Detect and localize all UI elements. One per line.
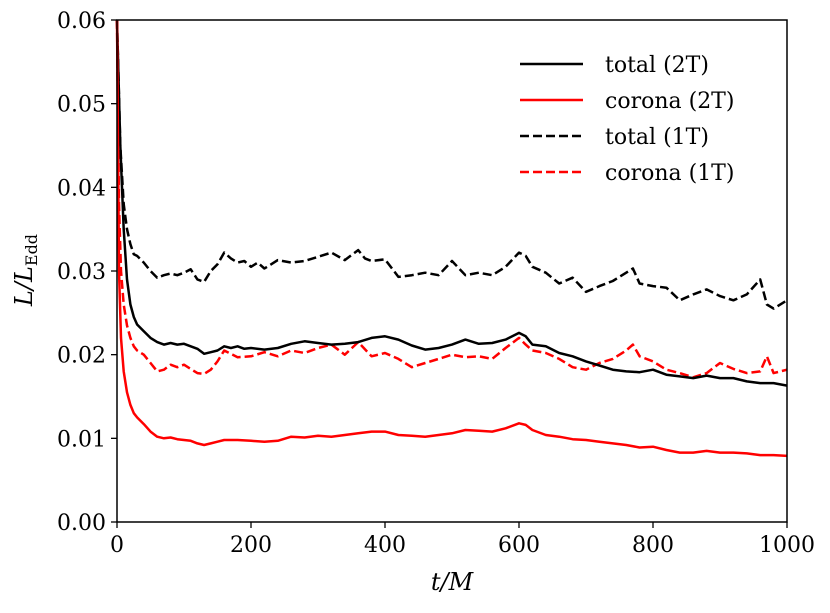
y-tick-label: 0.03 bbox=[57, 260, 106, 285]
legend: total (2T) corona (2T) total (1T) corona (1… bbox=[520, 53, 734, 186]
x-tick-label: 600 bbox=[498, 533, 540, 558]
legend-label: total (2T) bbox=[605, 53, 709, 78]
series-line-corona-1t bbox=[115, 19, 788, 379]
legend-label: corona (2T) bbox=[605, 89, 734, 114]
series-lines bbox=[115, 19, 788, 458]
y-tick-label: 0.00 bbox=[57, 511, 106, 536]
x-axis: 0 200 400 600 800 1000 bbox=[110, 522, 815, 558]
series-line-corona-2t bbox=[115, 19, 788, 458]
y-tick-label: 0.06 bbox=[57, 9, 106, 34]
y-axis: 0.00 0.01 0.02 0.03 0.04 0.05 0.06 bbox=[57, 9, 117, 536]
series-line-total-1t bbox=[115, 19, 788, 310]
legend-label: corona (1T) bbox=[605, 161, 734, 186]
x-axis-label: t/M bbox=[431, 568, 475, 596]
y-axis-label-sub: Edd bbox=[22, 234, 41, 266]
y-axis-label-main: L/L bbox=[10, 266, 38, 307]
legend-label: total (1T) bbox=[605, 125, 709, 150]
y-tick-label: 0.04 bbox=[57, 176, 106, 201]
x-tick-label: 0 bbox=[110, 533, 124, 558]
y-tick-label: 0.02 bbox=[57, 344, 106, 369]
x-tick-label: 400 bbox=[364, 533, 406, 558]
x-tick-label: 200 bbox=[230, 533, 272, 558]
x-tick-label: 800 bbox=[632, 533, 674, 558]
y-tick-label: 0.01 bbox=[57, 427, 106, 452]
series-line-total-2t bbox=[115, 19, 788, 387]
y-axis-label: L/LEdd bbox=[10, 234, 41, 307]
x-tick-label: 1000 bbox=[759, 533, 815, 558]
y-tick-label: 0.05 bbox=[57, 93, 106, 118]
